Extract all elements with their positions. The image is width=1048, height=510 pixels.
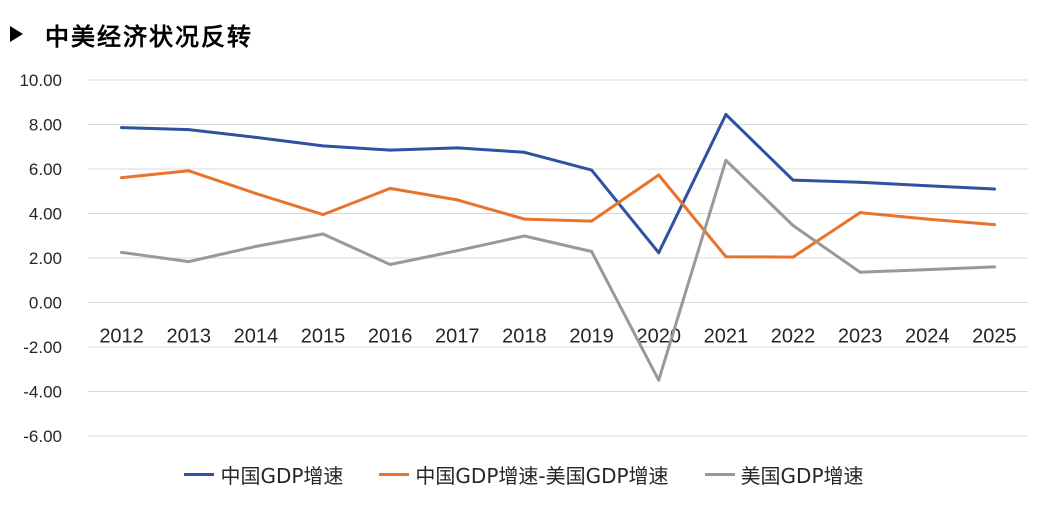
legend-label: 美国GDP增速: [740, 463, 864, 488]
x-tick-label: 2024: [905, 326, 950, 348]
series-0-point: [120, 126, 124, 130]
series-2-point: [388, 262, 392, 266]
legend-swatch: [184, 472, 215, 476]
y-tick-label: -6.00: [23, 427, 62, 446]
chart-title: 中美经济状况反转: [45, 22, 253, 51]
x-tick-label: 2013: [166, 326, 211, 348]
series-line-2: [120, 158, 996, 382]
series-1-point: [522, 217, 526, 221]
series-1-point: [254, 191, 258, 195]
arrow-bullet-icon: [10, 26, 23, 42]
series-0-point: [858, 180, 862, 184]
series-2-point: [120, 250, 124, 254]
x-tick-label: 2014: [234, 326, 279, 348]
series-1-point: [858, 211, 862, 215]
y-tick-label: 4.00: [29, 205, 62, 224]
series-1-point: [321, 213, 325, 217]
series-0-point: [791, 178, 795, 182]
x-tick-label: 2018: [502, 326, 547, 348]
series-2-point: [321, 232, 325, 236]
series-1-point: [120, 176, 124, 180]
y-tick-label: -4.00: [23, 383, 62, 402]
x-tick-label: 2017: [435, 326, 480, 348]
series-0-point: [187, 128, 191, 132]
legend-label: 中国GDP增速: [220, 463, 344, 488]
series-2-point: [925, 268, 929, 272]
series-2-point: [724, 158, 728, 162]
series-0-point: [522, 150, 526, 154]
legend-item: 美国GDP增速: [704, 460, 864, 489]
series-2-point: [590, 250, 594, 254]
legend-item: 中国GDP增速: [184, 460, 343, 489]
x-tick-label: 2025: [972, 326, 1017, 348]
series-0-point: [925, 184, 929, 188]
x-tick-label: 2021: [704, 326, 749, 348]
series-2-point: [455, 249, 459, 253]
series-1-point: [187, 169, 191, 173]
series-2-point: [254, 244, 258, 248]
x-tick-label: 2023: [838, 326, 883, 348]
series-0-point: [388, 148, 392, 152]
series-line-1: [120, 169, 996, 259]
y-tick-label: 6.00: [29, 160, 62, 179]
legend: 中国GDP增速 中国GDP增速-美国GDP增速 美国GDP增速: [0, 456, 1048, 492]
y-tick-label: 8.00: [29, 116, 62, 135]
series-1-point: [992, 223, 996, 227]
series-0-point: [254, 135, 258, 139]
legend-item: 中国GDP增速-美国GDP增速: [379, 460, 669, 489]
series-1-point: [791, 255, 795, 259]
series-0-point: [992, 187, 996, 191]
y-tick-label: -2.00: [23, 338, 62, 357]
series-2-point: [858, 270, 862, 274]
x-tick-label: 2022: [771, 326, 816, 348]
series-1-point: [388, 186, 392, 190]
series-1-point: [925, 217, 929, 221]
series-0-point: [321, 144, 325, 148]
series-1-point: [455, 198, 459, 202]
x-tick-label: 2015: [301, 326, 346, 348]
title-row: 中美经济状况反转: [10, 14, 253, 54]
y-tick-label: 10.00: [19, 71, 62, 90]
series-0-point: [455, 146, 459, 150]
series-2-point: [522, 234, 526, 238]
series-1-point: [657, 173, 661, 177]
series-0-point: [724, 112, 728, 116]
series-2-point: [187, 260, 191, 264]
series-0-point: [590, 168, 594, 172]
series-2-point: [992, 265, 996, 269]
legend-swatch: [379, 472, 410, 476]
x-tick-label: 2019: [569, 326, 614, 348]
legend-label: 中国GDP增速-美国GDP增速: [415, 463, 669, 488]
series-1-point: [724, 255, 728, 259]
series-2-point: [657, 378, 661, 382]
series-1-point: [590, 219, 594, 223]
series-0-point: [657, 251, 661, 255]
series-line-0: [120, 113, 996, 255]
y-tick-label: 0.00: [29, 294, 62, 313]
x-tick-label: 2016: [368, 326, 413, 348]
x-tick-label: 2012: [99, 326, 144, 348]
legend-swatch: [704, 472, 735, 476]
y-tick-label: 2.00: [29, 249, 62, 268]
series-2-point: [791, 224, 795, 228]
